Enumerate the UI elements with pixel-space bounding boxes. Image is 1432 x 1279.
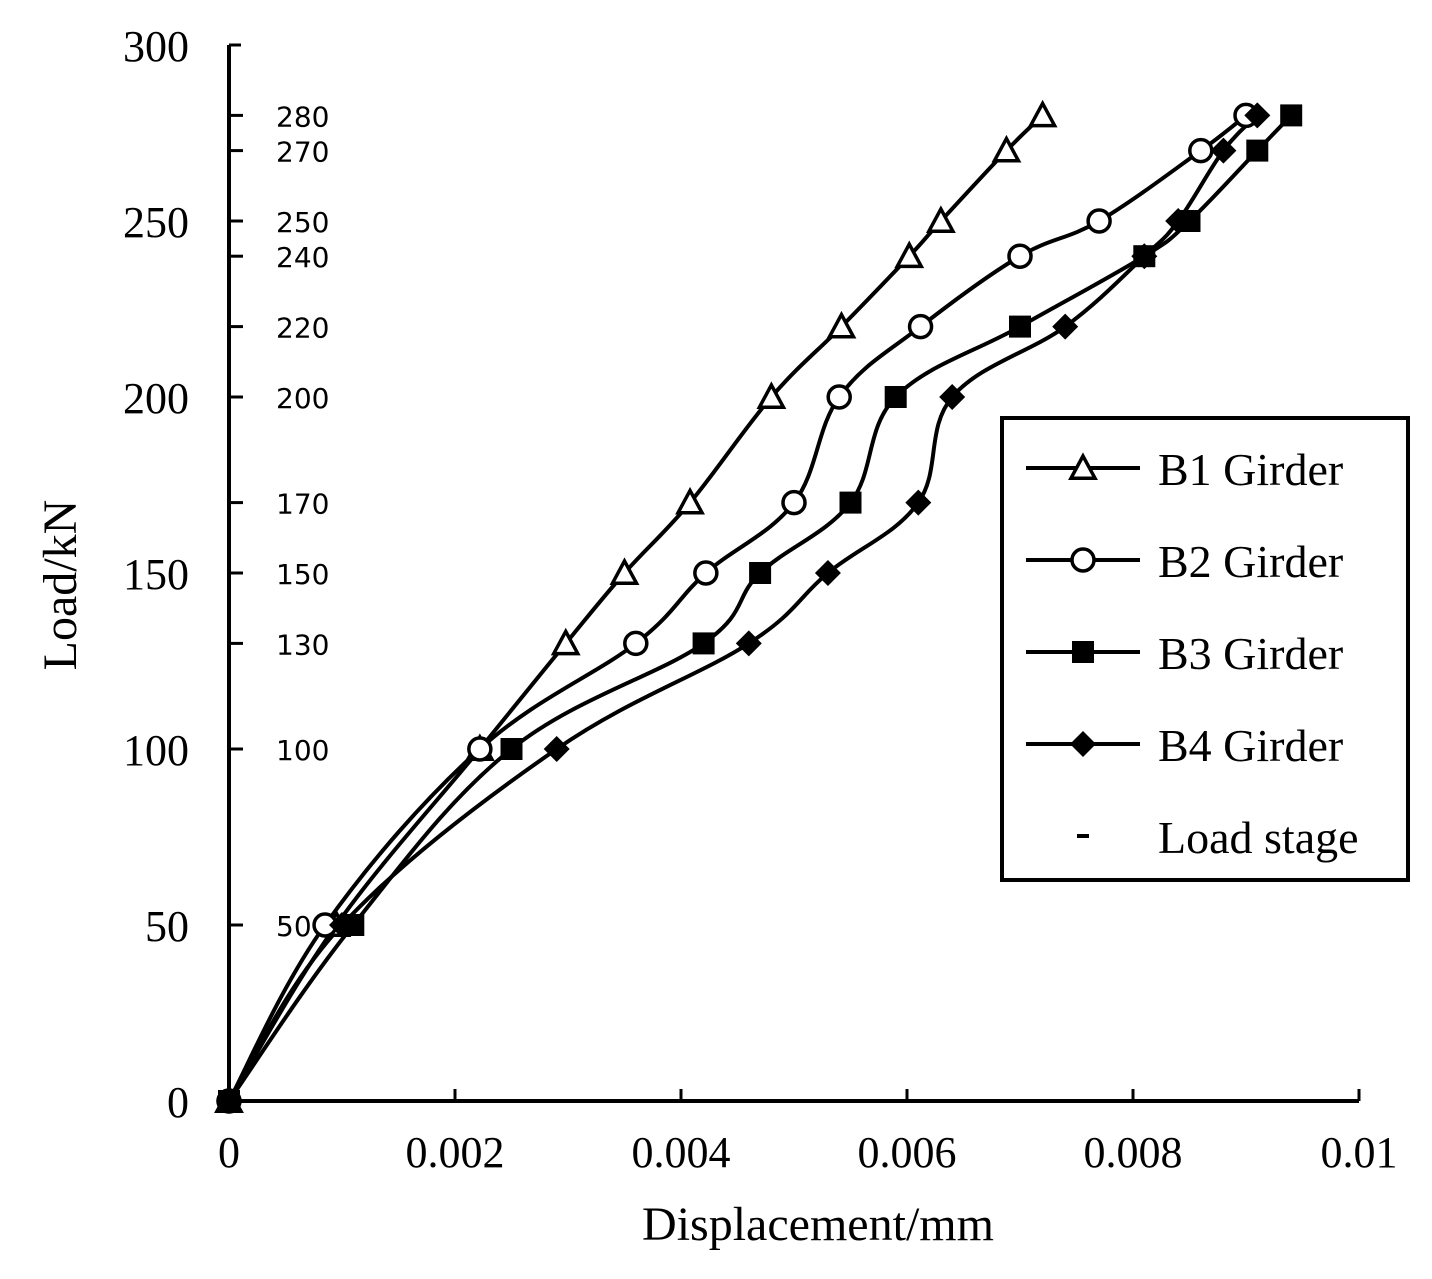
data-point-marker [216, 1088, 242, 1114]
data-point-marker [1131, 243, 1158, 270]
x-tick-label: 0.01 [1321, 1128, 1398, 1177]
legend-label: Load stage [1158, 812, 1359, 863]
load-stage-label: 220 [276, 312, 329, 345]
y-tick-label: 150 [123, 550, 189, 599]
load-stage-label: 100 [276, 734, 329, 767]
data-point-marker [1072, 641, 1094, 663]
data-point-marker [1280, 104, 1303, 127]
y-tick-label: 200 [123, 374, 189, 423]
data-point-marker [1070, 547, 1096, 573]
x-tick-label: 0.002 [406, 1128, 505, 1177]
data-point-marker [1086, 208, 1112, 234]
data-point-marker [905, 489, 932, 516]
x-tick-label: 0.006 [858, 1128, 957, 1177]
load-stage-label: 170 [276, 488, 329, 521]
data-point-marker [1165, 208, 1192, 234]
x-tick-label: 0 [218, 1128, 240, 1177]
data-point-marker [1210, 137, 1237, 164]
data-point-marker [781, 489, 807, 516]
x-axis-title: Displacement/mm [642, 1198, 994, 1251]
data-point-marker [1009, 315, 1031, 338]
legend-label: B1 Girder [1158, 444, 1343, 495]
y-tick-label: 50 [145, 902, 189, 951]
data-point-marker [749, 562, 772, 584]
data-point-marker [692, 632, 715, 655]
data-point-marker [623, 630, 649, 657]
load-stage-label: 130 [276, 628, 329, 661]
y-tick-label: 250 [123, 198, 189, 247]
y-axis-title: Load/kN [34, 500, 87, 671]
data-point-marker [609, 557, 640, 585]
data-point-marker [894, 240, 925, 269]
data-point-marker [839, 491, 862, 514]
load-stage-label: 200 [276, 382, 329, 415]
data-point-marker [1070, 731, 1096, 757]
load-stage-label: 150 [276, 558, 329, 591]
y-tick-label: 300 [123, 22, 189, 71]
load-stage-label: 240 [276, 241, 329, 274]
data-point-marker [939, 384, 966, 410]
data-point-marker [543, 736, 570, 762]
data-point-marker [1007, 243, 1033, 269]
legend-box [1000, 416, 1410, 882]
data-point-marker [1052, 313, 1079, 340]
data-point-marker [735, 630, 762, 657]
series-line-b4-girder [227, 113, 1259, 1103]
data-point-marker [814, 560, 841, 586]
data-point-marker [756, 381, 787, 409]
data-point-marker [884, 386, 907, 408]
series-markers [214, 99, 1303, 1114]
x-tick-label: 0.008 [1084, 1128, 1183, 1177]
load-stage-label: 50 [276, 910, 312, 943]
data-point-marker [1188, 137, 1214, 164]
axes: 0 50 100 150 200 250 300 0 0.002 0.004 0.006 0.008 0… [123, 22, 1398, 1177]
data-point-marker [991, 134, 1022, 163]
legend-label: B4 Girder [1158, 720, 1343, 771]
x-tick-label: 0.004 [632, 1128, 731, 1177]
data-point-marker [1027, 99, 1058, 128]
data-point-marker [500, 738, 523, 760]
data-point-marker [1246, 139, 1269, 162]
load-stage-label: 270 [276, 136, 329, 169]
legend-label: B3 Girder [1158, 628, 1343, 679]
legend: B1 Girder B2 Girder B3 Girder B4 Girder Load… [1000, 416, 1410, 882]
data-point-marker [550, 627, 581, 656]
data-point-marker [925, 205, 956, 233]
legend-label: B2 Girder [1158, 536, 1343, 587]
data-point-marker [675, 486, 705, 515]
data-point-marker [826, 384, 852, 410]
data-point-marker [907, 313, 934, 340]
y-tick-label: 100 [123, 726, 189, 775]
data-point-marker [329, 912, 355, 938]
y-tick-label: 0 [167, 1078, 189, 1127]
data-point-marker [1068, 452, 1098, 480]
load-stage-label: 280 [276, 100, 329, 133]
data-point-marker [467, 736, 493, 762]
data-point-marker [693, 560, 719, 586]
load-stage-label: 250 [276, 206, 329, 239]
data-point-marker [1244, 102, 1271, 129]
data-point-marker [826, 310, 857, 339]
